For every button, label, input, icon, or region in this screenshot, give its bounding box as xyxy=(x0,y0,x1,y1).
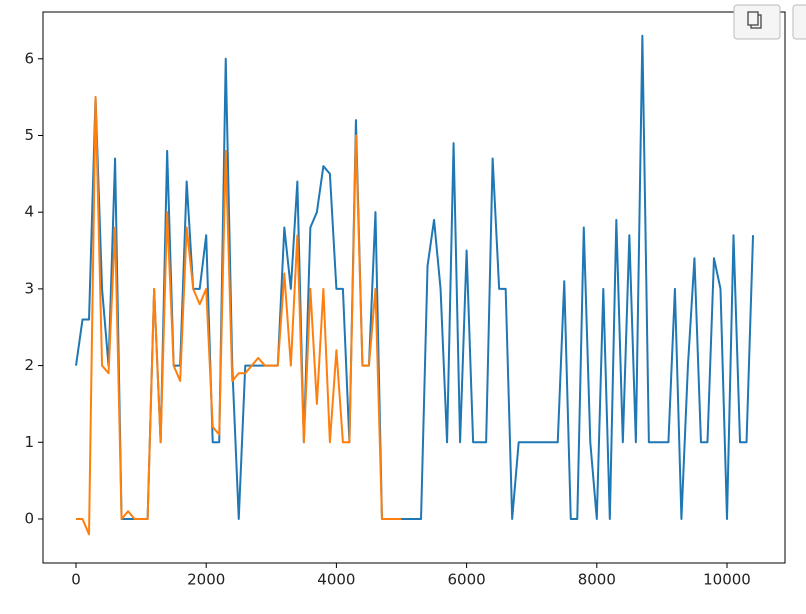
line-series xyxy=(75,34,755,520)
line-series xyxy=(76,96,402,536)
y-tick-label: 4 xyxy=(24,203,34,221)
y-tick-label: 1 xyxy=(24,433,34,451)
x-tick-label: 10000 xyxy=(703,571,751,589)
copy-icon xyxy=(747,11,759,26)
x-tick-label: 0 xyxy=(71,571,81,589)
x-tick-label: 2000 xyxy=(187,571,225,589)
x-tick-label: 8000 xyxy=(578,571,616,589)
x-tick-label: 4000 xyxy=(317,571,355,589)
x-tick-label: 6000 xyxy=(448,571,486,589)
second-button[interactable] xyxy=(792,4,806,40)
y-tick-label: 2 xyxy=(24,356,34,374)
y-tick-label: 6 xyxy=(24,49,34,67)
y-tick-label: 3 xyxy=(24,279,34,297)
y-tick-label: 0 xyxy=(24,509,34,527)
copy-button[interactable] xyxy=(733,4,781,40)
plot-frame xyxy=(42,11,786,564)
y-tick-label: 5 xyxy=(24,126,34,144)
